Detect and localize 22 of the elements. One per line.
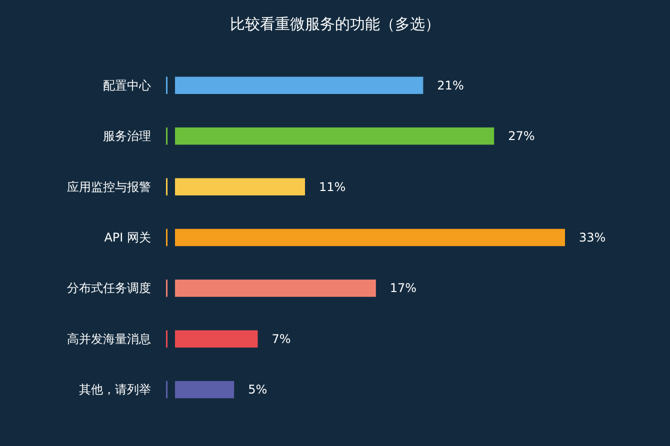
data-label: 5% bbox=[248, 382, 268, 397]
data-label: 7% bbox=[272, 332, 291, 346]
y-tick-label: 配置中心 bbox=[103, 78, 151, 92]
bar bbox=[175, 330, 258, 348]
data-label: 27% bbox=[508, 129, 535, 144]
y-tick-label: 应用监控与报警 bbox=[67, 180, 151, 194]
data-label: 11% bbox=[319, 180, 346, 194]
y-tick-label: 服务治理 bbox=[103, 129, 151, 144]
y-tick-label: 高并发海量消息 bbox=[67, 332, 151, 346]
y-tick-label: 其他，请列举 bbox=[79, 382, 151, 397]
y-tick-label: 分布式任务调度 bbox=[67, 281, 151, 296]
bar bbox=[175, 381, 234, 398]
bar bbox=[175, 76, 424, 94]
data-label: 33% bbox=[579, 230, 606, 244]
bar bbox=[175, 228, 565, 246]
chart-title: 比较看重微服务的功能（多选） bbox=[230, 15, 440, 33]
bar bbox=[175, 280, 376, 297]
data-label: 21% bbox=[437, 78, 464, 92]
data-label: 17% bbox=[390, 281, 417, 296]
bar bbox=[175, 178, 305, 196]
bar bbox=[175, 127, 494, 145]
y-tick-label: API 网关 bbox=[104, 230, 151, 244]
